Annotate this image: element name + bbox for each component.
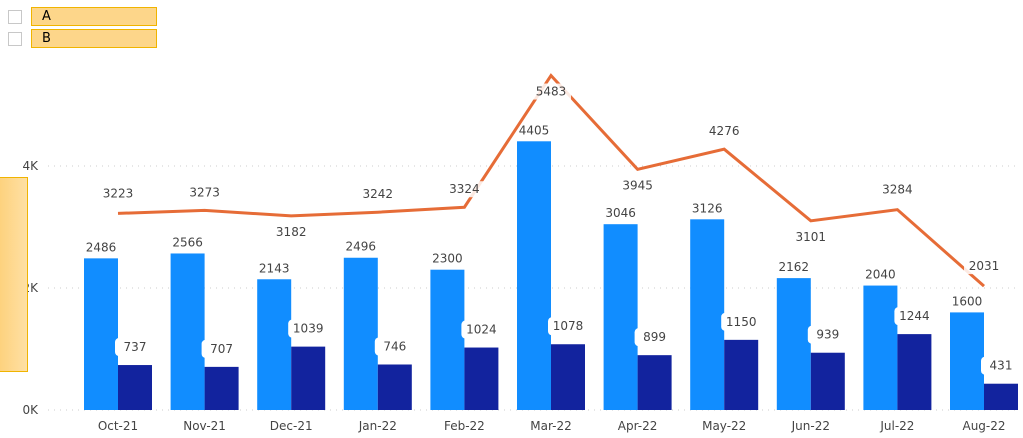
bar-series1 [170,253,205,410]
data-label-series1: 3126 [692,201,723,215]
data-label-series1: 1600 [952,294,983,308]
data-label-bg [617,177,658,194]
data-label-series1: 3046 [605,206,636,220]
x-tick-label: Jul-22 [879,419,914,433]
bar-series2 [204,366,239,410]
data-label-series2: 1024 [466,323,497,337]
data-label-bg [807,325,848,344]
data-label-series3: 3273 [189,185,220,199]
data-label-series1: 2162 [779,260,810,274]
data-label-bg [704,123,745,140]
data-label-series2: 737 [124,340,147,354]
data-label-series2: 939 [816,328,839,342]
bar-series1 [690,219,725,410]
data-label-series1: 2566 [172,235,203,249]
bar-series1 [603,224,638,410]
data-label-series1: 2300 [432,252,463,266]
data-label-series2: 707 [210,342,233,356]
data-label-series3: 5483 [536,85,567,99]
x-tick-label: Feb-22 [444,419,485,433]
data-label-bg [374,337,415,356]
data-label-bg [721,312,762,331]
data-label-series1: 2040 [865,268,896,282]
checkbox[interactable] [8,31,22,46]
data-label-series2: 1244 [899,309,930,323]
data-label-bg [531,83,571,100]
data-label-series1: 4405 [519,123,550,137]
data-label-bg [634,328,675,347]
data-label-series2: 1150 [726,315,757,329]
x-tick-label: Aug-22 [962,419,1005,433]
x-tick-label: Mar-22 [530,419,571,433]
x-tick-label: Jun-22 [791,419,830,433]
data-label-bg [201,339,242,358]
slicer-label: B [31,29,157,48]
data-label-bg [184,184,225,201]
data-label-series3: 2031 [969,259,1000,273]
data-label-bg [548,317,588,336]
bar-series1 [517,141,551,411]
data-label-bg [790,228,831,245]
data-label-series3: 3284 [882,183,913,197]
y-tick-label: 0K [22,403,39,417]
data-label-series2: 1078 [553,319,584,333]
bar-series2 [810,352,845,410]
data-label-series1: 2143 [259,261,290,275]
data-label-series3: 3101 [796,230,827,244]
data-label-series3: 3223 [103,186,134,200]
bar-series2 [118,365,152,410]
data-label-bg [271,223,312,240]
bar-series1 [430,269,465,410]
x-tick-label: Oct-21 [98,419,138,433]
slicer-label: A [31,7,157,26]
bar-series1 [776,278,811,410]
bar-series2 [464,347,499,410]
x-tick-label: Jan-22 [358,419,397,433]
data-label-series3: 3242 [363,187,394,201]
data-label-series3: 3945 [622,178,653,192]
data-label-series2: 431 [990,359,1013,373]
checkbox[interactable] [8,9,22,24]
data-label-series3: 3182 [276,225,307,239]
bar-series1 [950,312,984,410]
bar-series2 [291,346,326,410]
bar-series2 [984,383,1018,410]
bar-series2 [897,334,932,410]
data-label-bg [288,319,329,338]
data-label-bg [98,185,138,202]
data-label-bg [461,320,502,339]
data-label-bg [981,356,1021,375]
data-label-bg [444,181,485,198]
bar-series2 [551,344,585,410]
data-label-series3: 4276 [709,124,740,138]
data-label-series2: 746 [383,339,406,353]
bar-series1 [257,279,292,410]
data-label-bg [115,338,155,357]
slicer-item-b[interactable]: B [8,29,157,48]
data-label-series2: 899 [643,330,666,344]
data-label-series1: 2486 [86,240,117,254]
bar-series2 [637,355,672,410]
x-tick-label: Dec-21 [270,419,313,433]
x-tick-label: Apr-22 [618,419,658,433]
bar-series2 [377,364,412,410]
slicer-item-a[interactable]: A [8,7,157,26]
data-label-series3: 3324 [449,182,480,196]
bar-series2 [724,339,759,410]
bar-series1 [84,258,118,410]
data-label-bg [894,307,935,326]
y-tick-label: 4K [22,159,39,173]
data-label-bg [964,258,1004,275]
data-label-bg [877,181,918,198]
side-panel [0,177,28,372]
bar-series1 [343,257,378,410]
data-label-bg [357,186,398,203]
x-tick-label: May-22 [702,419,746,433]
data-label-series2: 1039 [293,322,324,336]
bar-series1 [863,285,898,410]
x-tick-label: Nov-21 [183,419,226,433]
line-series3 [117,73,985,288]
data-label-series1: 2496 [346,240,377,254]
